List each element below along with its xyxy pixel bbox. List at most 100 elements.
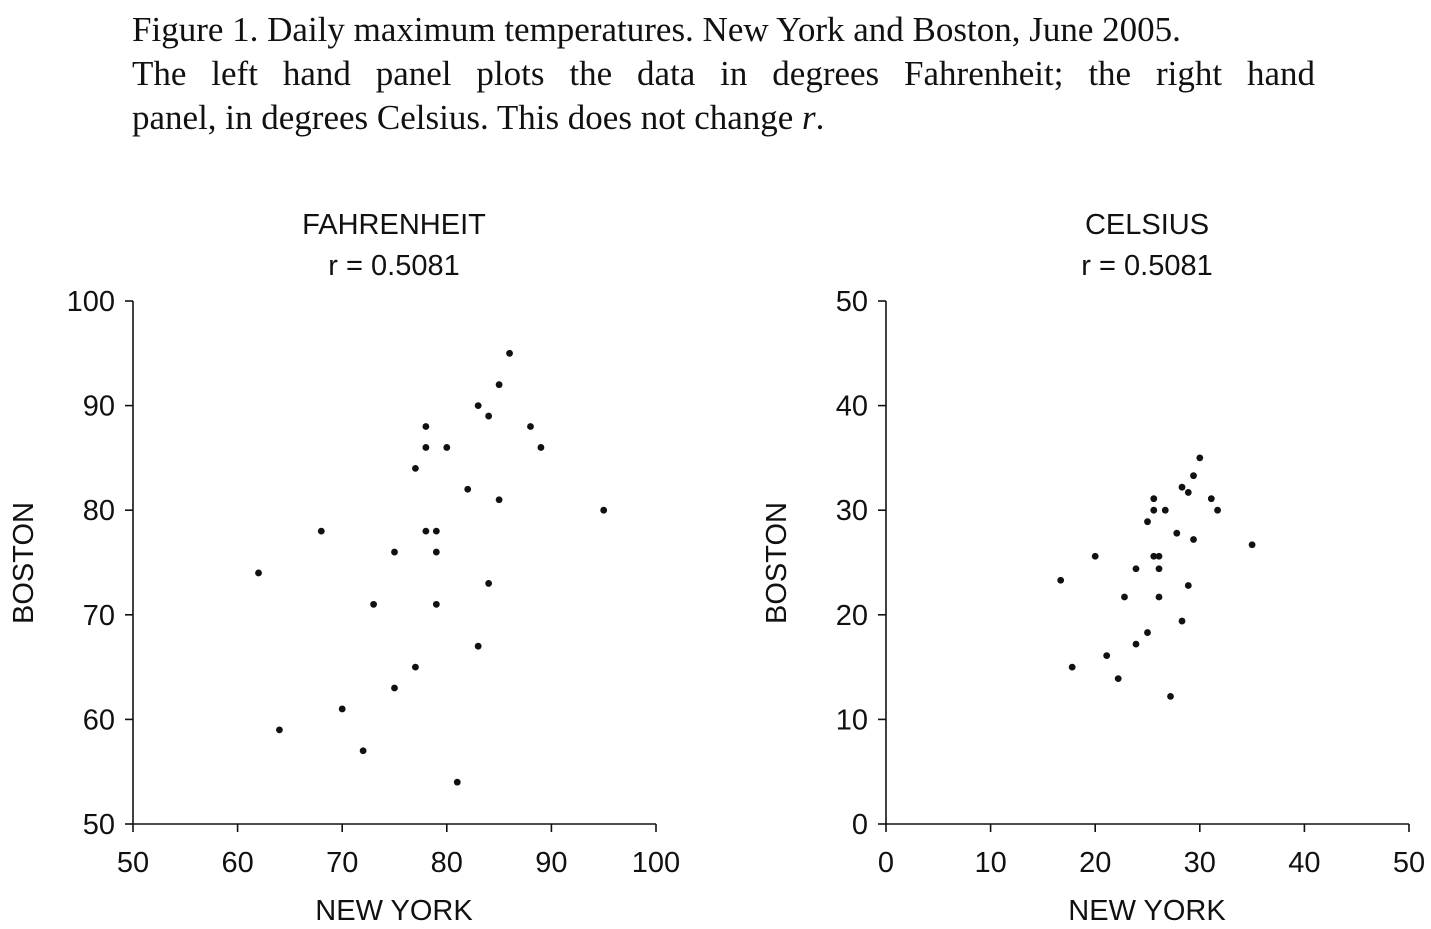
data-point: [1103, 652, 1111, 659]
data-point: [600, 506, 608, 514]
x-tick-label: 50: [1393, 847, 1425, 879]
data-point: [1178, 617, 1186, 625]
plot-area-celsius: 0 10 20 30 40 50 0 10 20 30 40 50: [836, 286, 1425, 879]
data-point: [412, 663, 419, 671]
data-point: [276, 726, 283, 734]
caption-line-3: panel, in degrees Celsius. This does not…: [132, 96, 1315, 140]
data-point: [1091, 552, 1099, 560]
x-tick-label: 70: [326, 847, 358, 879]
data-point: [432, 527, 440, 535]
data-point: [537, 444, 545, 451]
data-point: [432, 548, 440, 556]
data-point: [474, 402, 482, 409]
x-tick-label: 10: [974, 847, 1006, 879]
panel-celsius: CELSIUS r = 0.5081 NEW YORK BOSTON 0 10 20…: [761, 209, 1425, 927]
data-point: [422, 423, 430, 430]
y-tick-label: 80: [83, 495, 115, 527]
x-tick-label: 90: [535, 847, 567, 879]
y-axis-label: BOSTON: [8, 502, 40, 624]
data-point: [422, 444, 430, 451]
x-tick-label: 20: [1079, 847, 1111, 879]
panel-title: FAHRENHEIT: [302, 209, 486, 241]
data-point: [1144, 629, 1151, 636]
data-point: [1207, 495, 1215, 503]
data-point: [1248, 541, 1256, 549]
plot-area-fahrenheit: 50 60 70 80 90 100 50 60 70 80 90 100: [67, 286, 681, 879]
y-tick-label: 60: [83, 704, 115, 736]
caption-line-2: The left hand panel plots the data in de…: [132, 54, 1315, 93]
data-point: [422, 527, 430, 535]
x-tick-label: 60: [221, 847, 253, 879]
data-point: [1121, 593, 1128, 601]
data-point: [1150, 495, 1158, 503]
data-point: [1178, 483, 1186, 491]
data-point: [1132, 640, 1140, 648]
y-tick-label: 100: [67, 286, 115, 318]
y-tick-label: 70: [83, 600, 115, 632]
y-tick-label: 40: [836, 391, 868, 423]
x-tick-label: 30: [1184, 847, 1216, 879]
panel-title: CELSIUS: [1085, 209, 1209, 241]
caption-period: .: [815, 98, 825, 137]
y-tick-label: 10: [836, 704, 868, 736]
data-point: [1155, 565, 1163, 573]
panel-correlation: r = 0.5081: [1081, 250, 1212, 282]
panel-fahrenheit: FAHRENHEIT r = 0.5081 NEW YORK BOSTON 50…: [8, 209, 680, 927]
y-tick-label: 30: [836, 495, 868, 527]
data-point: [1190, 472, 1197, 480]
data-point: [1144, 518, 1151, 526]
data-point: [1184, 489, 1192, 496]
data-point: [1068, 663, 1076, 671]
data-point: [317, 527, 325, 535]
data-point: [391, 684, 398, 692]
data-point: [474, 642, 482, 650]
data-point: [1150, 506, 1158, 514]
data-point: [1155, 593, 1163, 601]
y-tick-label: 90: [83, 391, 115, 423]
data-point: [443, 444, 451, 451]
data-point: [1214, 506, 1221, 514]
y-tick-label: 50: [836, 286, 868, 318]
y-tick-label: 0: [852, 809, 868, 841]
data-point: [1150, 552, 1158, 560]
y-tick-label: 50: [83, 809, 115, 841]
data-point: [1196, 454, 1204, 462]
x-tick-label: 0: [878, 847, 894, 879]
data-point: [370, 600, 377, 608]
y-axis-label: BOSTON: [761, 502, 793, 624]
data-point: [1155, 552, 1163, 560]
data-point: [485, 412, 493, 420]
data-point: [453, 778, 461, 786]
data-point: [495, 496, 503, 504]
x-axis-label: NEW YORK: [1068, 895, 1226, 927]
caption-line-1: Figure 1. Daily maximum temperatures. Ne…: [132, 10, 1181, 49]
data-point: [1057, 576, 1065, 584]
data-point: [391, 548, 398, 556]
data-point: [527, 423, 534, 430]
data-point: [1184, 582, 1192, 589]
data-point: [1132, 565, 1140, 573]
data-point: [1167, 692, 1174, 700]
data-point: [464, 485, 472, 493]
data-point: [1161, 506, 1169, 514]
data-point: [432, 600, 440, 608]
x-tick-label: 100: [632, 847, 680, 879]
x-tick-label: 80: [431, 847, 463, 879]
data-point: [338, 705, 346, 713]
data-point: [255, 569, 262, 577]
data-point: [495, 381, 503, 389]
x-tick-label: 50: [117, 847, 149, 879]
x-axis-label: NEW YORK: [315, 895, 473, 927]
x-tick-label: 40: [1288, 847, 1320, 879]
data-point: [1114, 675, 1122, 683]
panel-correlation: r = 0.5081: [328, 250, 459, 282]
caption-line-3-text: panel, in degrees Celsius. This does not…: [132, 98, 803, 137]
data-point: [412, 464, 419, 472]
data-point: [1173, 529, 1181, 537]
data-point: [359, 747, 367, 755]
caption-variable-r: r: [802, 98, 816, 137]
figure-caption: Figure 1. Daily maximum temperatures. Ne…: [132, 8, 1315, 140]
data-point: [485, 580, 493, 587]
data-point: [1190, 536, 1197, 543]
